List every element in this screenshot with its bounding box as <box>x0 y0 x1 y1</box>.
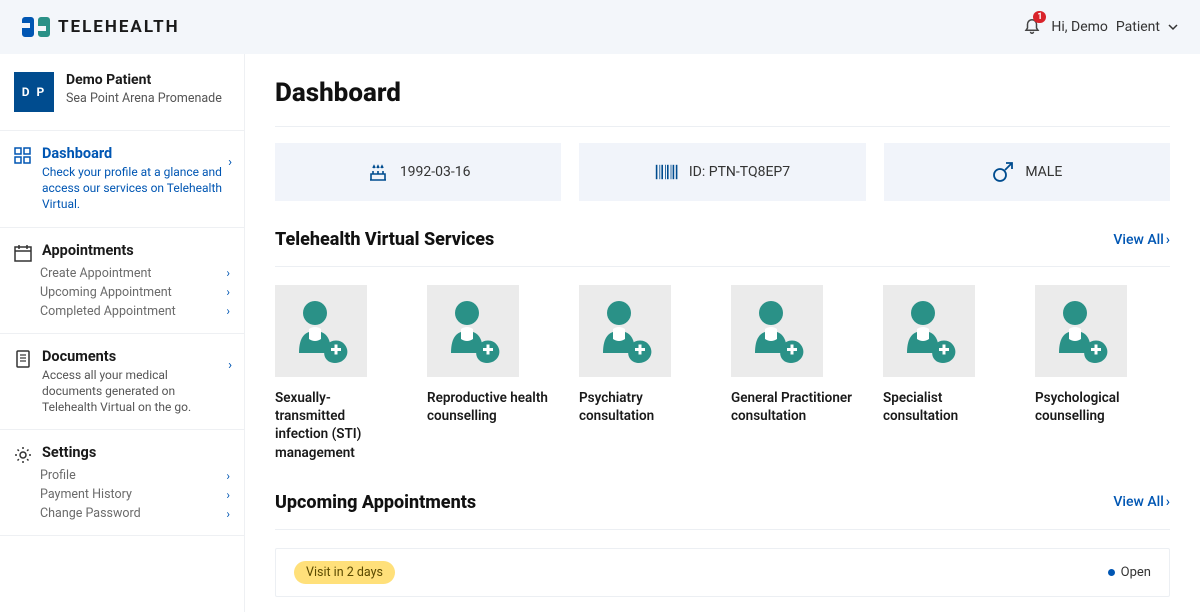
divider <box>275 266 1170 267</box>
nav-documents-desc: Access all your medical documents genera… <box>42 367 230 416</box>
upcoming-view-all[interactable]: View All › <box>1113 494 1170 510</box>
gender-value: MALE <box>1025 164 1062 180</box>
services-title: Telehealth Virtual Services <box>275 229 494 250</box>
user-role: Patient <box>1116 19 1160 35</box>
profile-location: Sea Point Arena Promenade <box>66 91 222 106</box>
divider <box>275 126 1170 127</box>
chevron-right-icon: › <box>226 285 230 299</box>
id-value: ID: PTN-TQ8EP7 <box>689 164 790 180</box>
appointment-status: Open <box>1108 565 1151 580</box>
services-header: Telehealth Virtual Services View All › <box>275 229 1170 250</box>
document-icon <box>14 350 32 368</box>
service-gp[interactable]: General Practitioner consultation <box>731 285 855 462</box>
chevron-right-icon: › <box>226 304 230 318</box>
nav-dashboard-title: Dashboard <box>42 145 230 162</box>
dob-value: 1992-03-16 <box>400 164 471 180</box>
logo-icon <box>22 17 50 37</box>
service-psychiatry[interactable]: Psychiatry consultation <box>579 285 703 462</box>
grid-icon <box>14 147 32 165</box>
visit-badge: Visit in 2 days <box>294 561 395 584</box>
birthday-cake-icon <box>366 160 390 184</box>
nav-documents-title: Documents <box>42 348 230 365</box>
chevron-down-icon <box>1168 22 1178 32</box>
nav-appointments-head[interactable]: Appointments <box>10 240 234 264</box>
info-cards: 1992-03-16 ID: PTN-TQ8EP7 <box>275 143 1170 201</box>
notification-bell[interactable]: 1 <box>1023 16 1041 38</box>
page-title: Dashboard <box>275 78 1170 108</box>
notification-count: 1 <box>1033 11 1046 23</box>
avatar: D P <box>14 72 54 112</box>
nav-change-password[interactable]: Change Password › <box>10 504 234 523</box>
nav-payment-history[interactable]: Payment History › <box>10 485 234 504</box>
nav-documents[interactable]: Documents Access all your medical docume… <box>0 334 244 431</box>
nav-profile[interactable]: Profile › <box>10 466 234 485</box>
nav-dashboard[interactable]: Dashboard Check your profile at a glance… <box>0 131 244 228</box>
nav-settings-head[interactable]: Settings <box>10 442 234 466</box>
brand: TELEHEALTH <box>22 17 180 37</box>
chevron-right-icon: › <box>226 507 230 521</box>
profile-block: D P Demo Patient Sea Point Arena Promena… <box>0 72 244 131</box>
services-row: Sexually-transmitted infection (STI) man… <box>275 285 1170 462</box>
top-bar: TELEHEALTH 1 Hi, Demo Patient <box>0 0 1200 54</box>
gender-card: MALE <box>884 143 1170 201</box>
user-menu[interactable]: 1 Hi, Demo Patient <box>1023 16 1178 38</box>
main-content: Dashboard 1992-03-16 <box>245 54 1200 612</box>
chevron-right-icon: › <box>1166 494 1170 510</box>
appointment-card[interactable]: Visit in 2 days Open <box>275 548 1170 597</box>
sidebar: D P Demo Patient Sea Point Arena Promena… <box>0 54 245 612</box>
nav-upcoming-appointment[interactable]: Upcoming Appointment › <box>10 283 234 302</box>
nav-appointments: Appointments Create Appointment › Upcomi… <box>0 228 244 334</box>
nav-settings: Settings Profile › Payment History › Cha… <box>0 430 244 536</box>
upcoming-title: Upcoming Appointments <box>275 492 476 513</box>
divider <box>275 529 1170 530</box>
upcoming-header: Upcoming Appointments View All › <box>275 492 1170 513</box>
service-specialist[interactable]: Specialist consultation <box>883 285 1007 462</box>
nav-settings-title: Settings <box>42 444 230 461</box>
nav-completed-appointment[interactable]: Completed Appointment › <box>10 302 234 321</box>
service-icon <box>579 285 671 377</box>
chevron-right-icon: › <box>226 469 230 483</box>
gear-icon <box>14 446 32 464</box>
profile-name: Demo Patient <box>66 72 222 88</box>
service-icon <box>731 285 823 377</box>
calendar-icon <box>14 244 32 262</box>
services-view-all[interactable]: View All › <box>1113 232 1170 248</box>
brand-name: TELEHEALTH <box>58 17 180 37</box>
chevron-right-icon: › <box>228 358 232 373</box>
nav-dashboard-desc: Check your profile at a glance and acces… <box>42 164 230 213</box>
chevron-right-icon: › <box>226 266 230 280</box>
service-psychological[interactable]: Psychological counselling <box>1035 285 1159 462</box>
male-icon <box>991 160 1015 184</box>
service-reproductive[interactable]: Reproductive health counselling <box>427 285 551 462</box>
service-sti[interactable]: Sexually-transmitted infection (STI) man… <box>275 285 399 462</box>
greeting-text: Hi, Demo <box>1051 19 1108 35</box>
status-dot-icon <box>1108 569 1115 576</box>
dob-card: 1992-03-16 <box>275 143 561 201</box>
nav-create-appointment[interactable]: Create Appointment › <box>10 264 234 283</box>
chevron-right-icon: › <box>1166 232 1170 248</box>
chevron-right-icon: › <box>228 155 232 170</box>
id-card: ID: PTN-TQ8EP7 <box>579 143 865 201</box>
service-icon <box>1035 285 1127 377</box>
service-icon <box>275 285 367 377</box>
service-icon <box>427 285 519 377</box>
barcode-icon <box>655 160 679 184</box>
service-icon <box>883 285 975 377</box>
nav-appointments-title: Appointments <box>42 242 230 259</box>
chevron-right-icon: › <box>226 488 230 502</box>
